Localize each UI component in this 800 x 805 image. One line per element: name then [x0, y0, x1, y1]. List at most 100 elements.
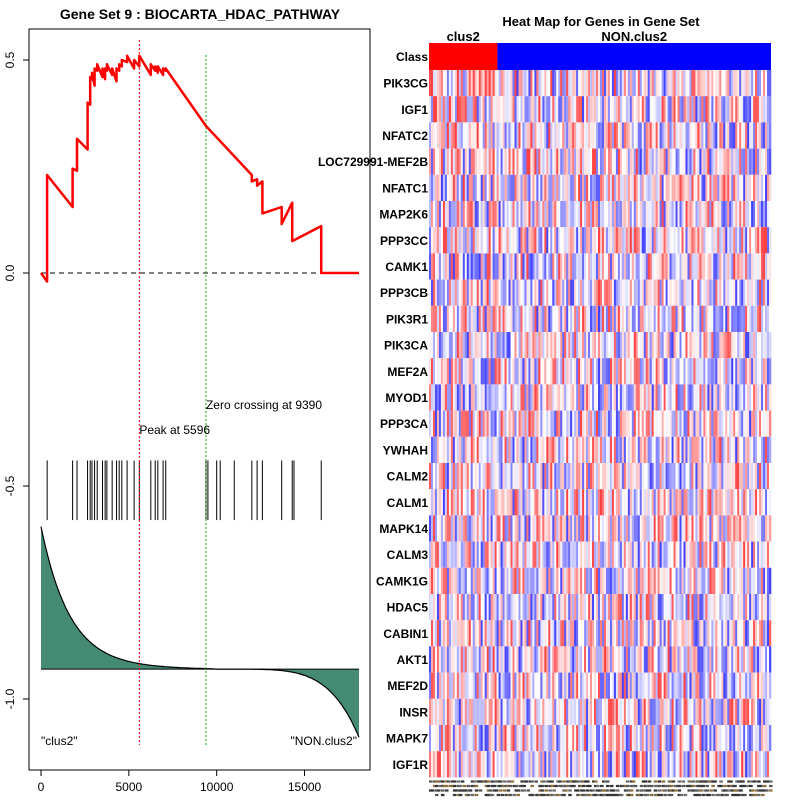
heatmap-cell: [622, 515, 624, 541]
heatmap-cell: [592, 358, 594, 384]
heatmap-cell: [693, 463, 695, 489]
heatmap-cell: [684, 332, 686, 358]
heatmap-cell: [693, 542, 695, 568]
heatmap-cell: [564, 96, 566, 122]
heatmap-cell: [530, 253, 532, 279]
heatmap-cell: [534, 122, 536, 148]
heatmap-cell: [453, 542, 455, 568]
heatmap-cell: [691, 149, 693, 175]
heatmap-cell: [530, 149, 532, 175]
heatmap-cell: [467, 673, 469, 699]
heatmap-cell: [503, 568, 505, 594]
heatmap-cell: [731, 411, 733, 437]
heatmap-cell: [757, 437, 759, 463]
heatmap-cell: [554, 751, 556, 777]
heatmap-cell: [654, 201, 656, 227]
heatmap-cell: [600, 280, 602, 306]
heatmap-cell: [747, 332, 749, 358]
heatmap-cell: [737, 489, 739, 515]
heatmap-cell: [564, 489, 566, 515]
heatmap-cell: [435, 515, 437, 541]
heatmap-cell: [576, 227, 578, 253]
heatmap-cell: [682, 646, 684, 672]
heatmap-cell: [749, 149, 751, 175]
heatmap-cell: [660, 646, 662, 672]
heatmap-cell: [586, 437, 588, 463]
y-axis: 0.50.0-0.5-1.0: [3, 51, 29, 709]
heatmap-cell: [749, 411, 751, 437]
heatmap-cell: [536, 332, 538, 358]
heatmap-cell: [751, 646, 753, 672]
heatmap-cell: [646, 489, 648, 515]
heatmap-cell: [451, 620, 453, 646]
heatmap-cell: [465, 437, 467, 463]
heatmap-cell: [632, 594, 634, 620]
heatmap-cell: [751, 201, 753, 227]
heatmap-cell: [618, 70, 620, 96]
heatmap-cell: [715, 149, 717, 175]
heatmap-cell: [501, 646, 503, 672]
heatmap-cell: [463, 149, 465, 175]
heatmap-cell: [612, 332, 614, 358]
heatmap-cell: [499, 725, 501, 751]
heatmap-cell: [763, 751, 765, 777]
heatmap-cell: [761, 306, 763, 332]
heatmap-cell: [550, 699, 552, 725]
heatmap-cell: [648, 122, 650, 148]
heatmap-cell: [634, 542, 636, 568]
heatmap-cell: [598, 437, 600, 463]
heatmap-cell: [612, 70, 614, 96]
heatmap-cell: [562, 620, 564, 646]
heatmap-cell: [729, 201, 731, 227]
heatmap-cell: [487, 725, 489, 751]
heatmap-cell: [497, 175, 499, 201]
heatmap-cell: [763, 384, 765, 410]
heatmap-cell: [735, 96, 737, 122]
heatmap-cell: [536, 122, 538, 148]
heatmap-cell: [513, 568, 515, 594]
heatmap-cell: [536, 620, 538, 646]
heatmap-cell: [522, 384, 524, 410]
heatmap-cell: [453, 358, 455, 384]
heatmap-cell: [727, 594, 729, 620]
heatmap-cell: [489, 699, 491, 725]
heatmap-cell: [630, 411, 632, 437]
heatmap-cell: [628, 673, 630, 699]
heatmap-cell: [463, 280, 465, 306]
heatmap-cell: [574, 437, 576, 463]
heatmap-cell: [743, 201, 745, 227]
heatmap-cell: [501, 594, 503, 620]
heatmap-cell: [684, 411, 686, 437]
heatmap-cell: [676, 489, 678, 515]
column-label-glyph: [678, 780, 682, 782]
heatmap-cell: [691, 201, 693, 227]
heatmap-cell: [699, 463, 701, 489]
heatmap-cell: [505, 542, 507, 568]
heatmap-cell: [723, 515, 725, 541]
heatmap-cell: [459, 96, 461, 122]
heatmap-cell: [477, 175, 479, 201]
heatmap-cell: [528, 122, 530, 148]
heatmap-cell: [630, 306, 632, 332]
heatmap-cell: [550, 751, 552, 777]
heatmap-cell: [558, 437, 560, 463]
heatmap-cell: [632, 463, 634, 489]
heatmap-cell: [439, 201, 441, 227]
heatmap-cell: [642, 96, 644, 122]
heatmap-cell: [568, 149, 570, 175]
heatmap-cell: [576, 306, 578, 332]
heatmap-cell: [713, 725, 715, 751]
heatmap-cell: [749, 751, 751, 777]
heatmap-cell: [652, 358, 654, 384]
heatmap-cell: [769, 280, 771, 306]
heatmap-cell: [554, 70, 556, 96]
heatmap-cell: [749, 646, 751, 672]
heatmap-cell: [516, 515, 518, 541]
heatmap-cell: [526, 306, 528, 332]
heatmap-cell: [618, 594, 620, 620]
heatmap-cell: [578, 673, 580, 699]
heatmap-cell: [570, 175, 572, 201]
heatmap-cell: [682, 568, 684, 594]
heatmap-cell: [451, 673, 453, 699]
heatmap-cell: [733, 489, 735, 515]
